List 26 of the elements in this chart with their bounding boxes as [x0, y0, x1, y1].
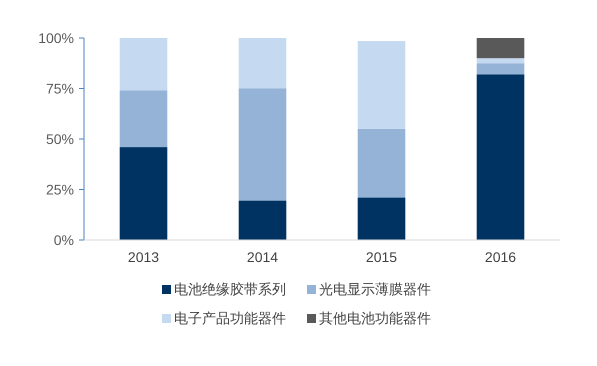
- bar: [358, 198, 406, 240]
- legend-label: 电子产品功能器件: [174, 310, 286, 326]
- bar: [238, 38, 286, 88]
- legend-label: 电池绝缘胶带系列: [174, 281, 286, 297]
- bar: [120, 147, 168, 240]
- y-tick-label: 100%: [38, 30, 74, 46]
- legend-label: 光电显示薄膜器件: [319, 281, 431, 297]
- x-tick-label: 2016: [484, 249, 516, 265]
- bar: [358, 41, 406, 129]
- x-tick-label: 2015: [366, 249, 398, 265]
- bar: [358, 128, 406, 198]
- bar: [476, 38, 524, 58]
- bar: [476, 74, 524, 240]
- y-tick-label: 50%: [46, 131, 74, 147]
- bar: [238, 88, 286, 201]
- bar: [476, 58, 524, 64]
- y-tick-label: 25%: [46, 182, 74, 198]
- y-tick-label: 0%: [54, 232, 74, 248]
- bar: [120, 90, 168, 148]
- bar: [238, 200, 286, 240]
- x-tick-label: 2014: [246, 249, 278, 265]
- legend-label: 其他电池功能器件: [319, 310, 431, 326]
- bar: [476, 63, 524, 74]
- bar: [120, 38, 168, 91]
- y-tick-label: 75%: [46, 80, 74, 96]
- x-tick-label: 2013: [128, 249, 160, 265]
